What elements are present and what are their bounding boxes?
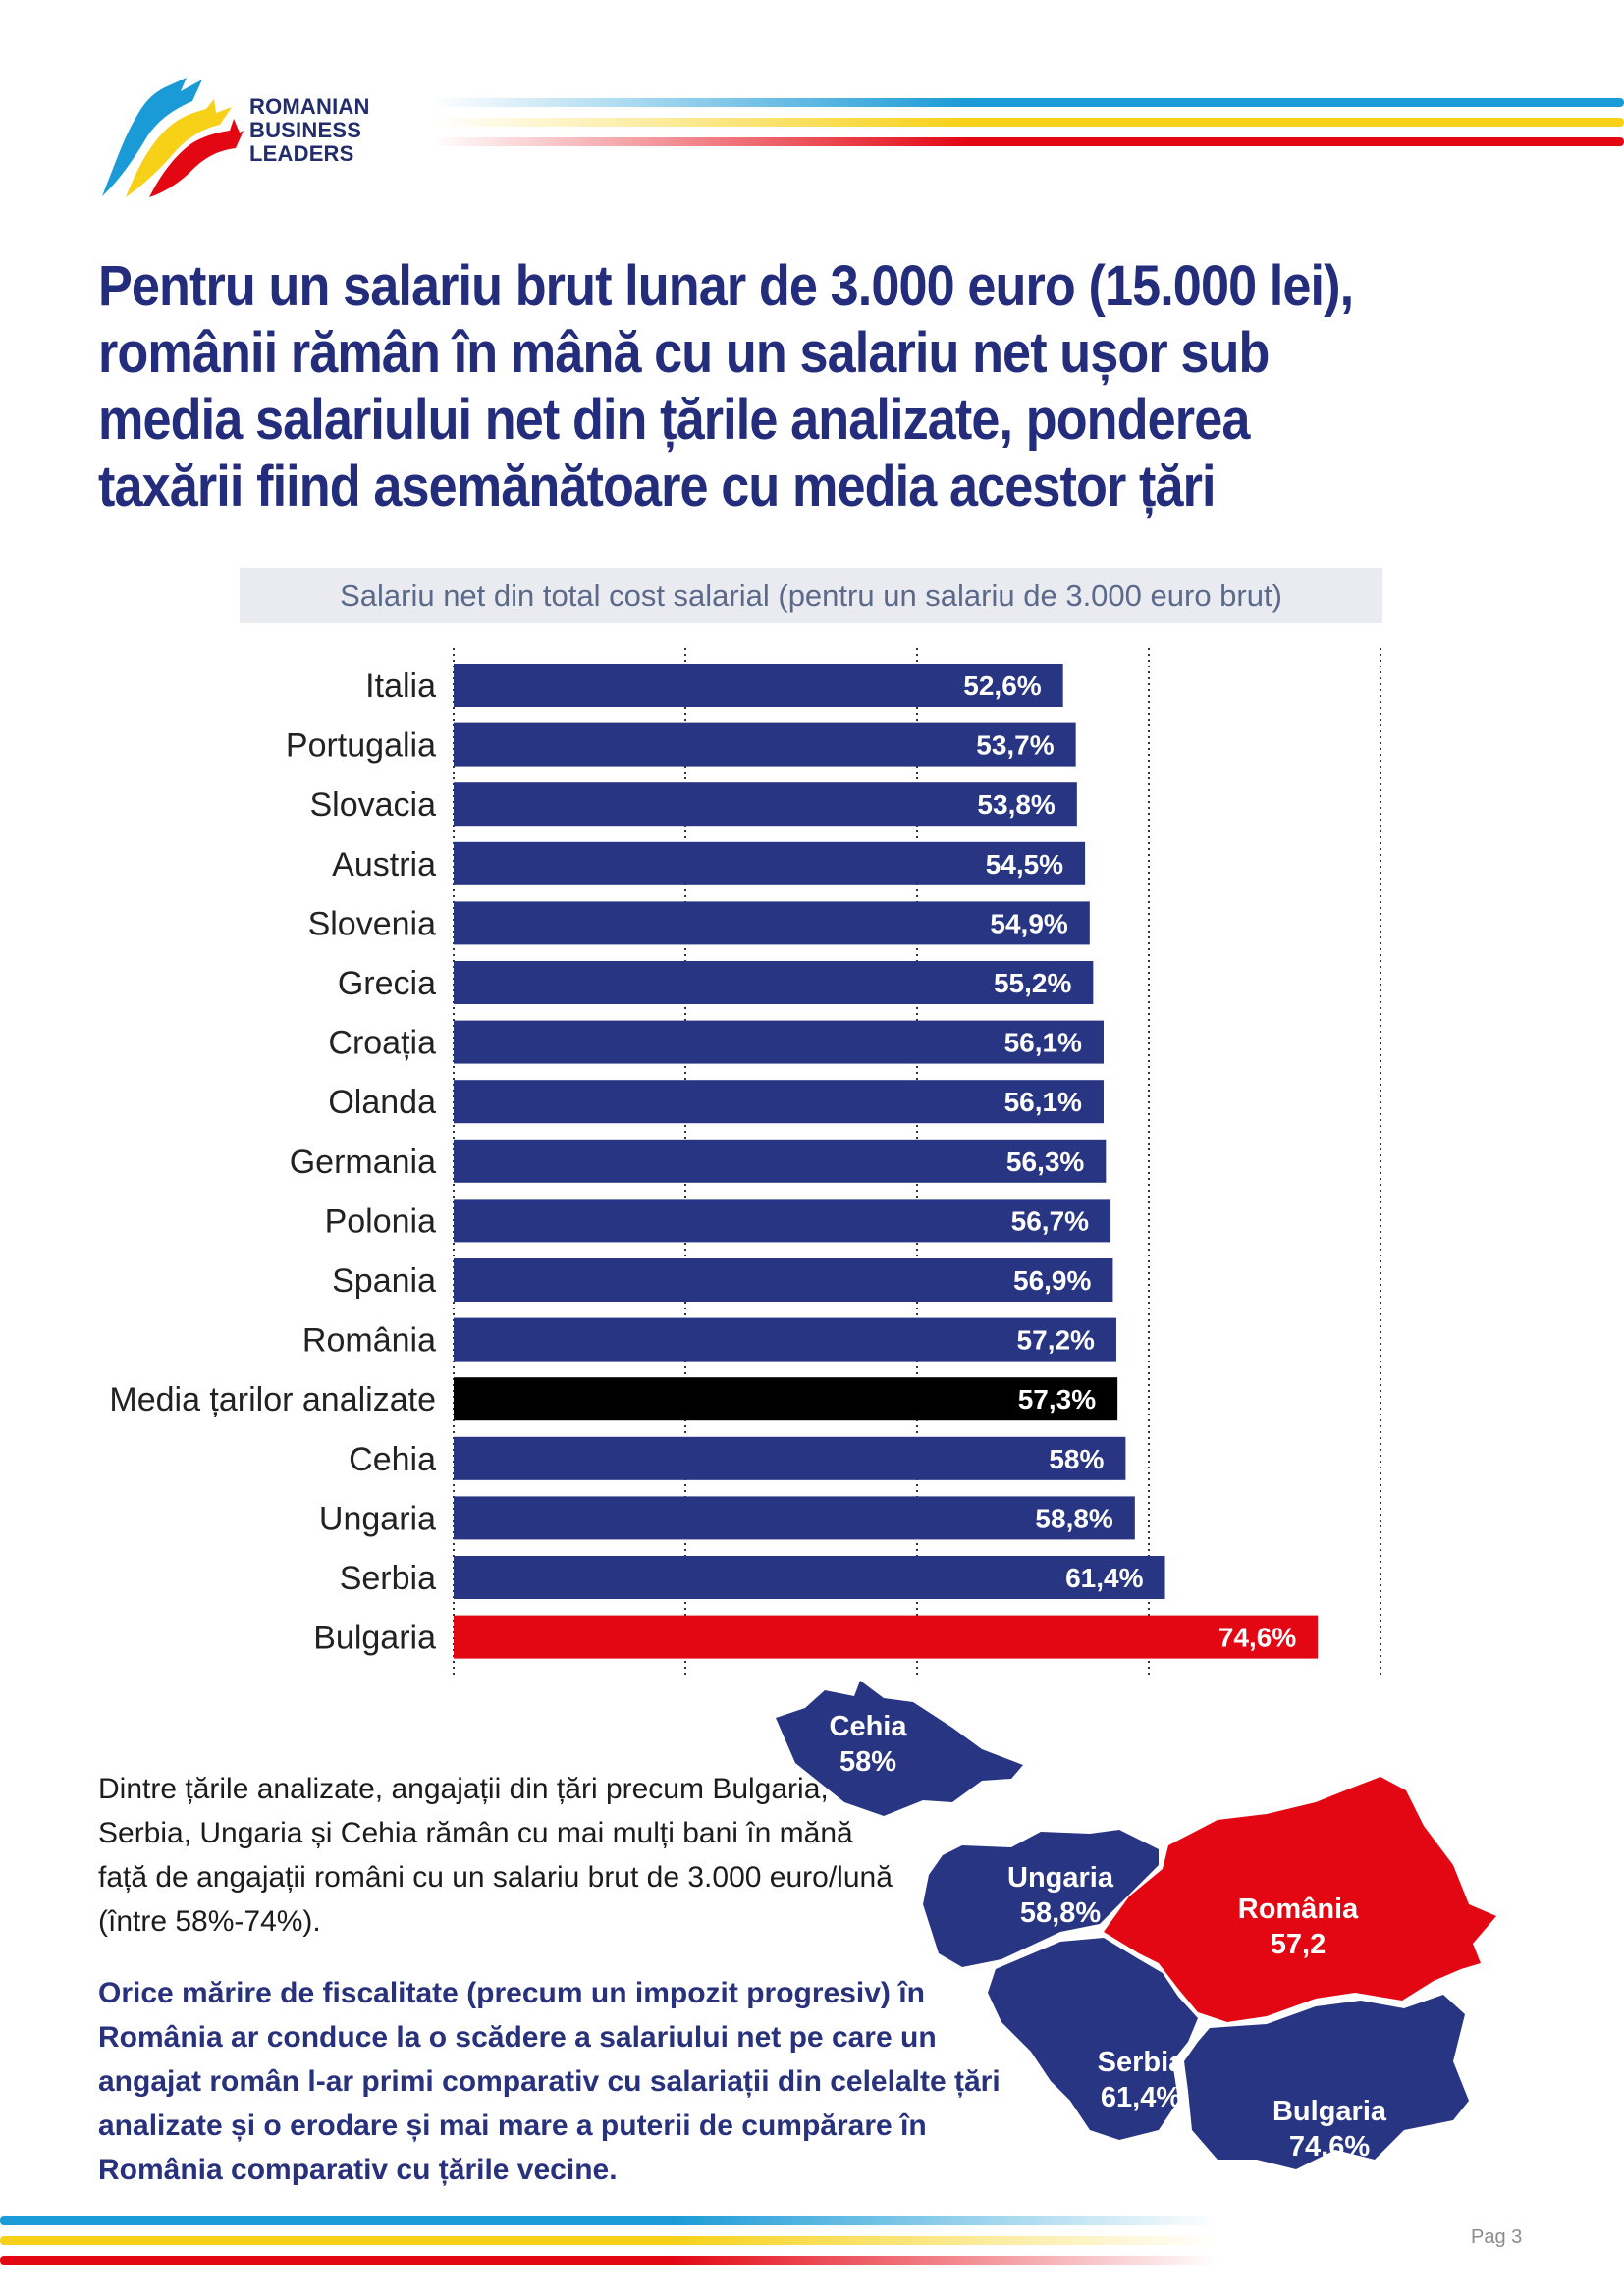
map-label-cehia: Cehia (830, 1711, 908, 1742)
value-label: 74,6% (1218, 1623, 1296, 1653)
category-label: Germania (290, 1144, 436, 1181)
bar-8 (454, 1139, 1107, 1183)
map-region-serbia (988, 1938, 1198, 2140)
value-label: 54,5% (986, 849, 1063, 880)
category-label: Slovacia (309, 786, 436, 824)
map-value-cehia: 58% (839, 1746, 896, 1778)
footer-stripe-red (0, 2256, 1218, 2265)
value-label: 56,7% (1011, 1205, 1089, 1236)
bar-4 (454, 901, 1090, 945)
footer-stripe-yellow (0, 2236, 1218, 2245)
bar-5 (454, 961, 1094, 1004)
bar-6 (454, 1020, 1104, 1064)
logo-line-1: ROMANIAN (249, 94, 370, 119)
value-label: 57,3% (1018, 1384, 1096, 1415)
logo-line-3: LEADERS (249, 141, 354, 166)
bar-10 (454, 1258, 1113, 1302)
region-map: Cehia 58% Ungaria 58,8% România 57,2 Ser… (776, 1681, 1496, 2169)
header-stripe-blue (432, 98, 1624, 107)
bar-7 (454, 1080, 1104, 1124)
map-value-ungaria: 58,8% (1020, 1897, 1101, 1929)
bar-9 (454, 1199, 1111, 1243)
category-label: Ungaria (319, 1500, 436, 1537)
category-label: Portugalia (286, 727, 436, 765)
header-stripe-red (432, 137, 1624, 146)
map-label-ungaria: Ungaria (1007, 1862, 1114, 1894)
map-region-ungaria (923, 1830, 1159, 1967)
category-label: Grecia (338, 965, 436, 1002)
map-label-romania: România (1238, 1894, 1359, 1925)
bar-16 (454, 1615, 1319, 1659)
page-headline: Pentru un salariu brut lunar de 3.000 eu… (98, 254, 1354, 518)
value-label: 57,2% (1017, 1325, 1095, 1356)
category-label: Polonia (325, 1202, 437, 1240)
value-label: 56,1% (1004, 1087, 1082, 1117)
bar-chart: Italia 52,6% Portugalia 53,7% Slovacia 53,8% A… (109, 648, 1381, 1677)
map-label-serbia: Serbia (1098, 2047, 1186, 2078)
bar-13 (454, 1436, 1126, 1480)
bar-3 (454, 841, 1086, 885)
value-label: 58,8% (1035, 1503, 1112, 1533)
emphasis-paragraph: Orice mărire de fiscalitate (precum un i… (98, 1977, 1001, 2186)
category-label: Bulgaria (313, 1620, 436, 1657)
bar-0 (454, 664, 1063, 707)
value-label: 58% (1049, 1444, 1104, 1474)
map-region-bulgaria (1184, 1995, 1469, 2169)
category-label: Serbia (340, 1560, 436, 1597)
value-label: 53,8% (977, 789, 1055, 820)
value-label: 54,9% (990, 908, 1067, 938)
value-label: 55,2% (994, 968, 1071, 998)
map-region-romania (1104, 1777, 1496, 2022)
footer-stripe-blue (0, 2216, 1218, 2225)
rbl-logo-text: ROMANIAN BUSINESS LEADERS (249, 95, 370, 166)
bar-2 (454, 782, 1077, 827)
map-label-bulgaria: Bulgaria (1272, 2096, 1387, 2127)
map-region-cehia (776, 1681, 1023, 1816)
category-label: Media țarilor analizate (109, 1381, 436, 1418)
logo-line-2: BUSINESS (249, 118, 362, 142)
category-label: Croația (328, 1025, 436, 1062)
value-label: 52,6% (963, 670, 1041, 701)
intro-paragraph: Dintre țările analizate, angajații din ț… (98, 1773, 893, 1938)
chart-title-box: Salariu net din total cost salarial (pen… (240, 568, 1382, 623)
category-label: Slovenia (308, 905, 437, 942)
category-label: Italia (365, 667, 436, 705)
bar-11 (454, 1317, 1116, 1362)
value-label: 56,9% (1013, 1265, 1091, 1296)
bar-15 (454, 1556, 1165, 1599)
category-label: Austria (332, 846, 436, 883)
page-number: Pag 3 (1471, 2226, 1523, 2248)
value-label: 56,3% (1006, 1147, 1084, 1177)
map-value-romania: 57,2 (1271, 1929, 1326, 1960)
map-value-serbia: 61,4% (1101, 2082, 1181, 2113)
bar-14 (454, 1496, 1135, 1540)
category-label: Olanda (328, 1084, 436, 1121)
bar-12 (454, 1377, 1118, 1421)
value-label: 56,1% (1004, 1028, 1082, 1058)
map-value-bulgaria: 74,6% (1289, 2131, 1370, 2163)
value-label: 61,4% (1065, 1563, 1143, 1593)
category-label: România (302, 1322, 436, 1360)
header-stripe-yellow (432, 118, 1624, 127)
rbl-logo-mark (102, 78, 244, 197)
category-label: Spania (332, 1262, 436, 1300)
chart-title: Salariu net din total cost salarial (pen… (340, 578, 1282, 613)
bar-1 (454, 722, 1076, 767)
category-label: Cehia (349, 1441, 436, 1478)
value-label: 53,7% (976, 730, 1054, 761)
